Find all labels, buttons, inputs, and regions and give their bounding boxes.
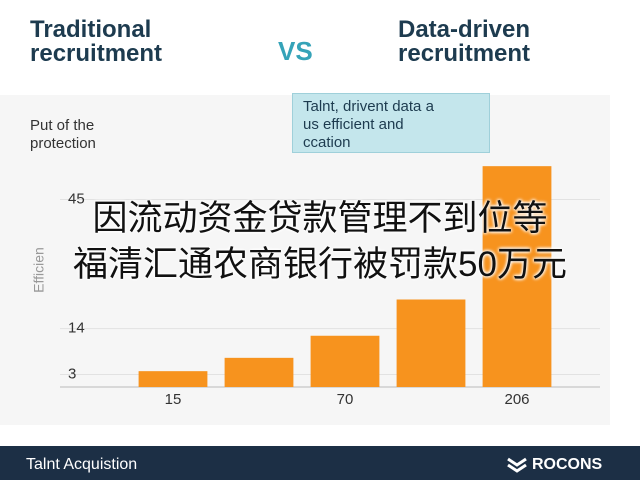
y-tick-label: 45 [68,190,85,207]
right-title: Data-driven recruitment [398,16,531,67]
x-tick-label: 70 [337,391,354,408]
x-tick-label: 206 [504,391,529,408]
footer-left: Talnt Acquistion [26,456,138,473]
y-axis-label: Efficien [31,247,47,293]
bar [482,166,552,387]
left-title: Traditional recruitment [30,16,163,67]
footer-brand: ROCONS [532,456,603,473]
x-tick-label: 15 [165,391,182,408]
bar [138,371,208,387]
y-tick-label: 3 [68,365,76,382]
y-tick-label: 14 [68,320,85,337]
footer [0,446,640,480]
overlay-caption: 因流动资金贷款管理不到位等 福清汇通农商银行被罚款50万元 [73,199,567,284]
callout: Talnt, drivent data a us efficient and c… [292,93,490,153]
bar [310,335,380,387]
vs-label: VS [278,36,313,66]
annotation: Put of the protection [30,117,96,152]
bar [396,299,466,387]
brand-logo [507,457,527,473]
bar [224,357,294,387]
